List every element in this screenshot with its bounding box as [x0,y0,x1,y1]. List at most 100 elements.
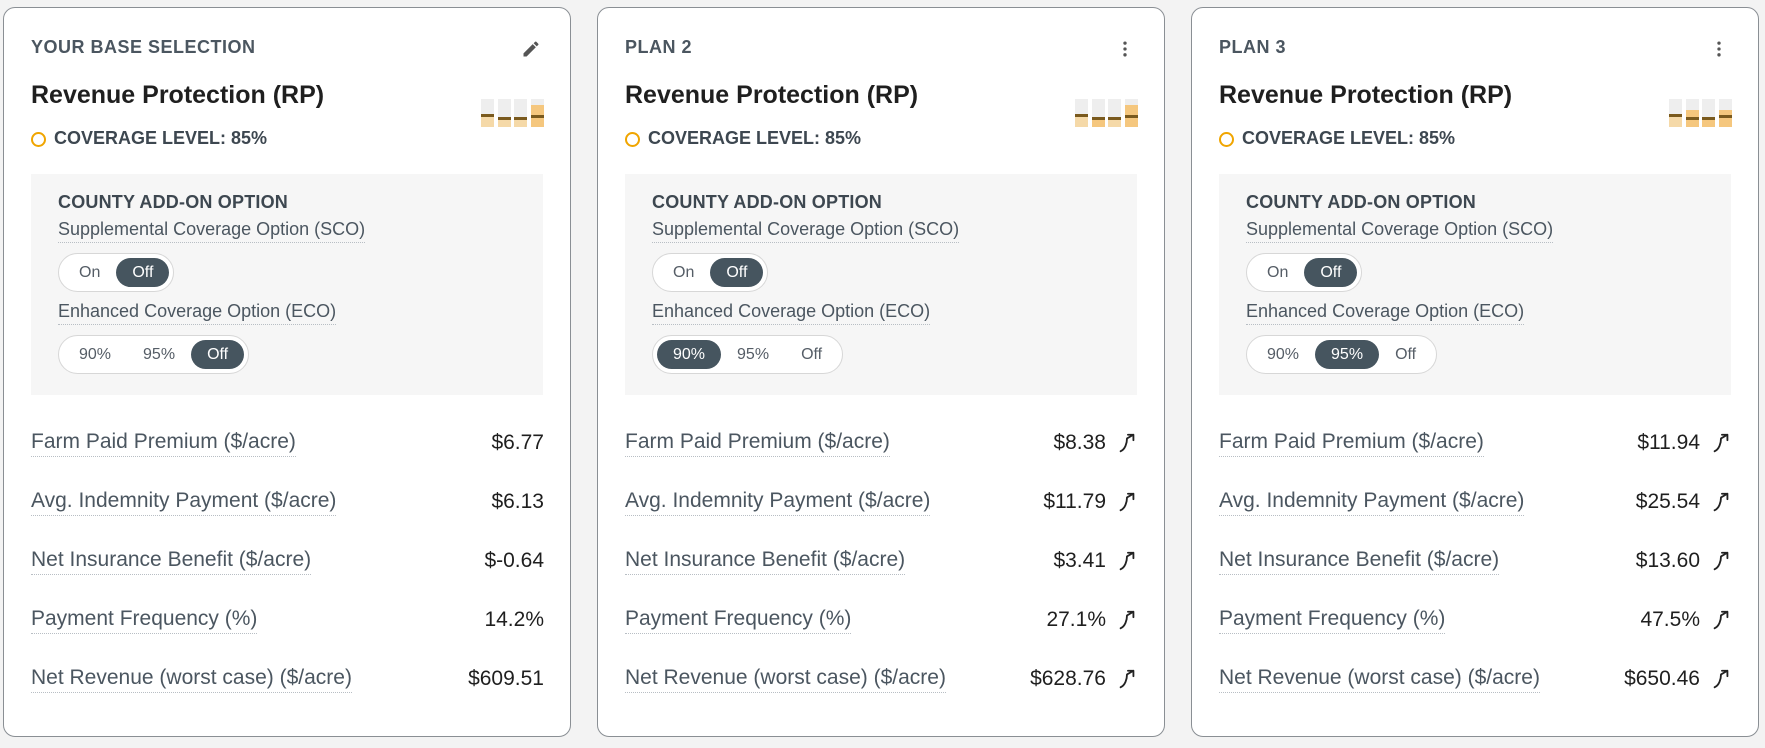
coverage-label: COVERAGE LEVEL: [54,128,227,148]
metric-value: $6.13 [491,490,544,513]
mini-bar-4 [1718,99,1732,127]
plan-name: Revenue Protection (RP) [1219,81,1513,109]
metric-value: 14.2% [484,608,544,631]
metric-row: Avg. Indemnity Payment ($/acre) $25.54 [1219,487,1732,517]
coverage-level-mini-chart [1075,94,1138,127]
addon-title: COUNTY ADD-ON OPTION [652,192,883,212]
metric-value: $6.77 [491,431,544,454]
coverage-ring-icon [31,131,46,147]
plan-card-2: PLAN 2 Revenue Protection (RP) COVERAGE … [597,7,1165,737]
eco-95-option[interactable]: 95% [737,345,770,363]
coverage-level-mini-chart [1669,94,1732,127]
eco-off-option[interactable]: Off [801,345,823,363]
sco-label: Supplemental Coverage Option (SCO) [1246,219,1554,243]
sco-off-option[interactable]: Off [116,258,170,287]
pencil-icon [523,41,539,57]
eco-95-option[interactable]: 95% [143,345,176,363]
county-addon-panel: COUNTY ADD-ON OPTION Supplemental Covera… [625,174,1137,395]
mini-bar-1 [1669,99,1682,127]
trending-up-icon [1119,610,1135,630]
sco-off-option[interactable]: Off [710,258,764,287]
metric-value: 47.5% [1640,608,1700,631]
coverage-label: COVERAGE LEVEL: [1242,128,1415,148]
sco-on-option[interactable]: On [79,263,101,281]
metric-label: Payment Frequency (%) [31,607,258,634]
metric-label: Farm Paid Premium ($/acre) [1219,430,1484,457]
trending-up-icon [1713,551,1729,571]
eco-90-option[interactable]: 90% [1267,345,1300,363]
sco-label: Supplemental Coverage Option (SCO) [652,219,960,243]
metric-value: $13.60 [1635,549,1700,572]
metric-label: Farm Paid Premium ($/acre) [625,430,890,457]
sco-on-option[interactable]: On [673,263,695,281]
metric-value: $628.76 [1030,667,1106,690]
eco-off-option[interactable]: Off [1395,345,1417,363]
coverage-ring-icon [1219,131,1234,147]
trending-up-icon [1713,669,1729,689]
mini-bar-2 [1685,99,1699,127]
eco-label: Enhanced Coverage Option (ECO) [58,301,337,325]
mini-bar-4 [1124,99,1138,127]
mini-bar-1 [481,99,494,127]
addon-title: COUNTY ADD-ON OPTION [1246,192,1477,212]
metric-value: $8.38 [1053,431,1106,454]
eco-95-option[interactable]: 95% [1315,340,1380,369]
metric-value: $25.54 [1635,490,1700,513]
sco-toggle[interactable]: On Off [1246,253,1363,292]
trending-up-icon [1713,433,1729,453]
sco-toggle[interactable]: On Off [58,253,175,292]
mini-bar-3 [514,99,528,127]
metric-label: Net Revenue (worst case) ($/acre) [1219,666,1540,693]
coverage-value: 85% [231,128,268,148]
mini-bar-2 [1091,99,1105,127]
metric-label: Payment Frequency (%) [1219,607,1446,634]
metric-value: 27.1% [1046,608,1106,631]
mini-bar-1 [1075,99,1088,127]
sco-toggle[interactable]: On Off [652,253,769,292]
eco-label: Enhanced Coverage Option (ECO) [1246,301,1525,325]
county-addon-panel: COUNTY ADD-ON OPTION Supplemental Covera… [1219,174,1731,395]
metric-label: Avg. Indemnity Payment ($/acre) [625,489,931,516]
metric-row: Net Revenue (worst case) ($/acre) $609.51 [31,664,544,694]
more-options-button[interactable] [1706,36,1732,62]
trending-up-icon [1119,551,1135,571]
metric-row: Net Revenue (worst case) ($/acre) $650.46 [1219,664,1732,694]
metric-row: Payment Frequency (%) 27.1% [625,605,1138,635]
sco-off-option[interactable]: Off [1304,258,1358,287]
metric-label: Net Revenue (worst case) ($/acre) [31,666,352,693]
eco-off-option[interactable]: Off [191,340,245,369]
eco-toggle[interactable]: 90% 95% Off [58,335,250,374]
metric-row: Net Insurance Benefit ($/acre) $13.60 [1219,546,1732,576]
metric-label: Net Insurance Benefit ($/acre) [625,548,906,575]
eco-90-option[interactable]: 90% [657,340,722,369]
coverage-value: 85% [1419,128,1456,148]
coverage-level: COVERAGE LEVEL: 85% [1219,128,1455,149]
metric-row: Net Revenue (worst case) ($/acre) $628.76 [625,664,1138,694]
metric-label: Avg. Indemnity Payment ($/acre) [1219,489,1525,516]
metric-label: Farm Paid Premium ($/acre) [31,430,296,457]
coverage-level: COVERAGE LEVEL: 85% [625,128,861,149]
addon-title: COUNTY ADD-ON OPTION [58,192,289,212]
metric-label: Net Insurance Benefit ($/acre) [31,548,312,575]
coverage-level: COVERAGE LEVEL: 85% [31,128,267,149]
coverage-label: COVERAGE LEVEL: [648,128,821,148]
metric-value: $11.79 [1043,490,1106,513]
card-label: PLAN 2 [625,37,693,57]
metric-row: Net Insurance Benefit ($/acre) $3.41 [625,546,1138,576]
plan-card-3: PLAN 3 Revenue Protection (RP) COVERAGE … [1191,7,1759,737]
metric-row: Payment Frequency (%) 14.2% [31,605,544,635]
metric-label: Net Insurance Benefit ($/acre) [1219,548,1500,575]
trending-up-icon [1713,492,1729,512]
metric-label: Net Revenue (worst case) ($/acre) [625,666,946,693]
more-vertical-icon [1717,41,1721,57]
eco-toggle[interactable]: 90% 95% Off [1246,335,1438,374]
sco-on-option[interactable]: On [1267,263,1289,281]
metric-row: Avg. Indemnity Payment ($/acre) $6.13 [31,487,544,517]
coverage-ring-icon [625,131,640,147]
edit-button[interactable] [518,36,544,62]
metric-row: Farm Paid Premium ($/acre) $11.94 [1219,428,1732,458]
eco-90-option[interactable]: 90% [79,345,112,363]
eco-label: Enhanced Coverage Option (ECO) [652,301,931,325]
more-options-button[interactable] [1112,36,1138,62]
eco-toggle[interactable]: 90% 95% Off [652,335,844,374]
